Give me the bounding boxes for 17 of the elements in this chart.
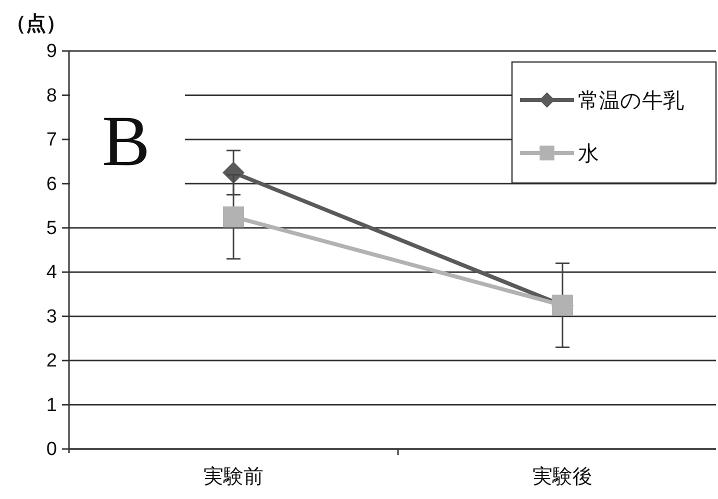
y-tick-label: 1 [46,394,57,416]
legend-label: 水 [578,142,599,166]
y-tick-label: 6 [46,174,57,195]
x-tick-label: 実験後 [532,464,592,488]
legend-label: 常温の牛乳 [578,88,684,113]
y-tick-label: 7 [46,130,57,151]
y-tick-label: 5 [46,218,57,239]
y-tick-label: 8 [46,85,57,106]
y-axis-title: （点） [6,11,66,35]
point [223,206,244,228]
annotation: B [102,101,150,181]
x-tick-label: 実験前 [204,464,264,488]
y-tick-label: 4 [46,262,58,284]
y-tick-label: 2 [46,350,57,372]
y-tick-label: 3 [46,306,57,328]
y-tick-label: 0 [46,439,57,460]
y-tick-label: 9 [46,41,57,62]
